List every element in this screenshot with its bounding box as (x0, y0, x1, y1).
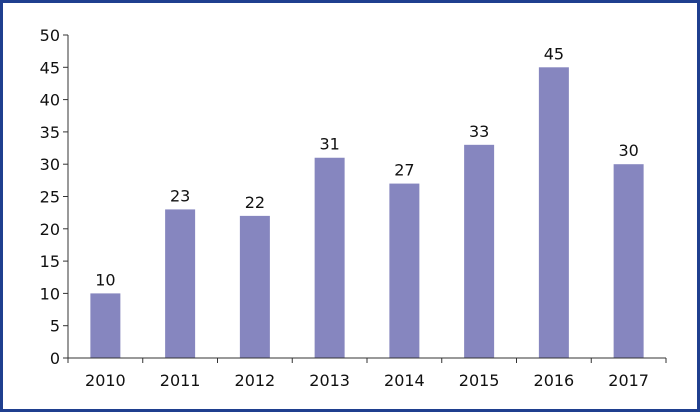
x-tick-label-2012: 2012 (235, 371, 276, 390)
x-tick-label-2011: 2011 (160, 371, 201, 390)
x-axis: 2010 2011 2012 2013 2014 2015 2016 2017 (67, 357, 667, 390)
bar-2014 (389, 183, 420, 358)
y-tick-label: 35 (40, 123, 60, 142)
y-tick-label: 30 (40, 155, 60, 174)
data-label-2013: 31 (319, 135, 339, 154)
y-tick-label: 50 (40, 26, 60, 45)
bars (90, 67, 644, 359)
x-tick-label-2013: 2013 (309, 371, 350, 390)
y-axis: 0 5 10 15 20 25 30 35 40 45 50 (40, 26, 69, 368)
x-tick-label-2010: 2010 (85, 371, 126, 390)
y-tick-label: 25 (40, 188, 60, 207)
data-label-2016: 45 (544, 44, 564, 63)
bar-2016 (538, 67, 569, 359)
x-tick-label-2016: 2016 (534, 371, 575, 390)
x-tick-label-2015: 2015 (459, 371, 500, 390)
bar-2012 (239, 215, 270, 358)
y-tick-label: 10 (40, 284, 60, 303)
data-label-2012: 22 (245, 193, 265, 212)
bar-2015 (464, 144, 495, 358)
y-tick-label: 40 (40, 91, 60, 110)
x-tick-label-2017: 2017 (608, 371, 649, 390)
bar-2013 (314, 157, 345, 358)
y-tick-label: 0 (50, 349, 60, 368)
data-label-2017: 30 (618, 141, 638, 160)
data-label-2014: 27 (394, 161, 414, 180)
y-tick-label: 20 (40, 220, 60, 239)
data-label-2011: 23 (170, 186, 190, 205)
bar-2017 (613, 164, 644, 358)
data-labels: 10 23 22 31 27 33 45 30 (95, 44, 639, 289)
data-label-2010: 10 (95, 270, 115, 289)
bar-2010 (90, 293, 121, 358)
data-label-2015: 33 (469, 122, 489, 141)
x-tick-label-2014: 2014 (384, 371, 425, 390)
bar-chart: 0 5 10 15 20 25 30 35 40 45 50 10 23 22 31 27 33 45 30 20… (40, 26, 667, 390)
bar-2011 (165, 209, 196, 358)
y-tick-label: 15 (40, 252, 60, 271)
y-tick-label: 45 (40, 58, 60, 77)
y-tick-label: 5 (50, 317, 60, 336)
